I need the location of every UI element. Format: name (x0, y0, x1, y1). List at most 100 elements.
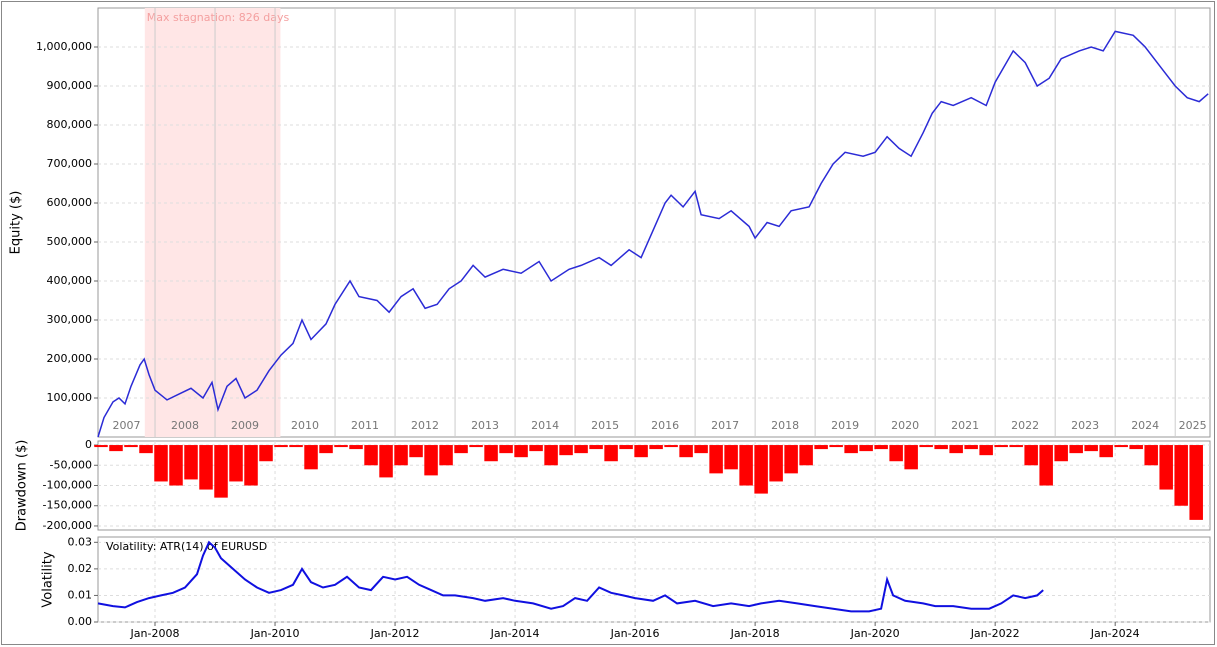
bar (559, 445, 573, 456)
bar (214, 445, 228, 498)
bar (334, 445, 348, 448)
panel-title: Volatility: ATR(14) of EURUSD (106, 540, 267, 553)
bar (289, 445, 303, 448)
year-label: 2019 (831, 419, 859, 432)
bar (544, 445, 558, 466)
bar (169, 445, 183, 486)
bar (919, 445, 933, 448)
bar (724, 445, 738, 470)
y-tick-label: 300,000 (47, 313, 93, 326)
series-line (97, 540, 1044, 613)
year-label: 2023 (1071, 419, 1099, 432)
bar (1099, 445, 1113, 458)
bar (484, 445, 498, 462)
bar (829, 445, 843, 448)
bar (1129, 445, 1143, 450)
y-tick-label: 200,000 (47, 352, 93, 365)
bar (874, 445, 888, 450)
bar (949, 445, 963, 454)
bar (634, 445, 648, 458)
year-label: 2010 (291, 419, 319, 432)
bar (574, 445, 588, 454)
bar (769, 445, 783, 482)
bar (1054, 445, 1068, 462)
y-tick-label: 600,000 (47, 196, 93, 209)
year-label: 2017 (711, 419, 739, 432)
x-tick-label: Jan-2024 (1090, 627, 1140, 640)
bar (349, 445, 363, 450)
y-tick-label: 1,000,000 (36, 40, 92, 53)
bar (109, 445, 123, 452)
bar (1189, 445, 1203, 520)
bar (1084, 445, 1098, 452)
y-tick-label: -200,000 (43, 519, 92, 532)
panel (97, 7, 1211, 438)
year-label: 2007 (113, 419, 141, 432)
y-tick-label: 0.03 (68, 535, 93, 548)
bar (709, 445, 723, 474)
y-tick-label: 100,000 (47, 391, 93, 404)
bar (364, 445, 378, 466)
bar (814, 445, 828, 450)
bar (154, 445, 168, 482)
bar (439, 445, 453, 466)
bar (679, 445, 693, 458)
bar (889, 445, 903, 462)
bar (604, 445, 618, 462)
bar (589, 445, 603, 450)
x-tick-label: Jan-2012 (370, 627, 420, 640)
bar (499, 445, 513, 454)
y-tick-label: 400,000 (47, 274, 93, 287)
year-label: 2013 (471, 419, 499, 432)
bar (304, 445, 318, 470)
panel (97, 536, 1211, 623)
bar (619, 445, 633, 450)
bar (424, 445, 438, 476)
y-tick-label: 0.00 (68, 615, 93, 628)
bar (799, 445, 813, 466)
y-tick-label: 0.01 (68, 588, 93, 601)
bar (859, 445, 873, 452)
bar (844, 445, 858, 454)
y-tick-label: 900,000 (47, 79, 93, 92)
bar (1024, 445, 1038, 466)
year-label: 2008 (171, 419, 199, 432)
bar (694, 445, 708, 454)
bar (994, 445, 1008, 448)
year-label: 2014 (531, 419, 559, 432)
y-tick-label: -150,000 (43, 499, 92, 512)
bar (1174, 445, 1188, 506)
year-label: 2011 (351, 419, 379, 432)
bar (1009, 445, 1023, 448)
year-label: 2022 (1011, 419, 1039, 432)
x-tick-label: Jan-2014 (490, 627, 540, 640)
y-tick-label: 0 (85, 438, 92, 451)
bar (274, 445, 288, 448)
year-label: 2024 (1131, 419, 1159, 432)
bar (934, 445, 948, 450)
bar (409, 445, 423, 458)
x-tick-label: Jan-2016 (610, 627, 660, 640)
bar (259, 445, 273, 462)
bar (94, 445, 108, 448)
y-tick-label: 800,000 (47, 118, 93, 131)
x-tick-label: Jan-2018 (730, 627, 780, 640)
x-tick-label: Jan-2008 (130, 627, 180, 640)
y-tick-label: 500,000 (47, 235, 93, 248)
bar (754, 445, 768, 494)
x-tick-label: Jan-2020 (850, 627, 900, 640)
year-label: 2015 (591, 419, 619, 432)
year-label: 2018 (771, 419, 799, 432)
bar (784, 445, 798, 474)
series-line (97, 30, 1209, 438)
bar (469, 445, 483, 448)
y-tick-label: -50,000 (50, 458, 92, 471)
year-label: 2016 (651, 419, 679, 432)
bar (454, 445, 468, 454)
year-label: 2009 (231, 419, 259, 432)
bar (184, 445, 198, 480)
year-label: 2020 (891, 419, 919, 432)
bar (1159, 445, 1173, 490)
x-tick-label: Jan-2010 (250, 627, 300, 640)
